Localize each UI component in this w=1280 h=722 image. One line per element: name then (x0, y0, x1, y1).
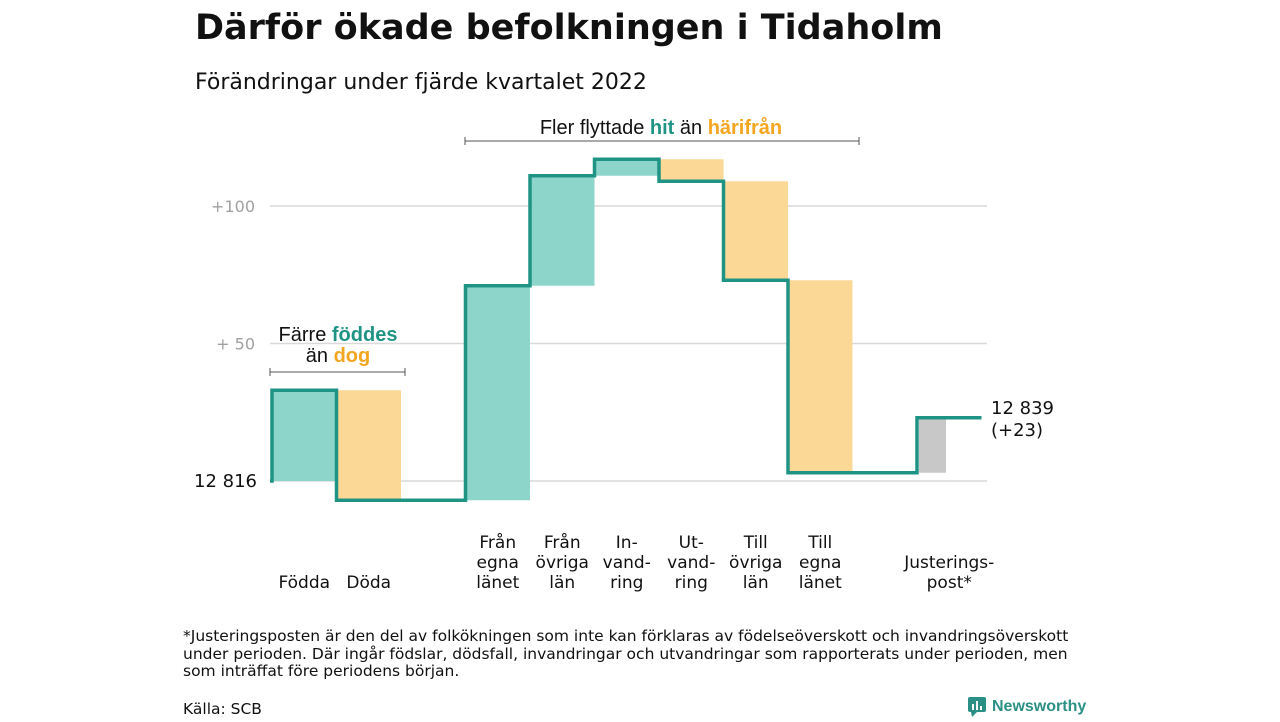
bar-In-vandring (594, 159, 659, 176)
end-value-label: 12 839 (991, 398, 1054, 419)
chart-subtitle: Förändringar under fjärde kvartalet 2022 (195, 70, 647, 95)
bar-Från egna länet (465, 285, 530, 501)
x-category-label: Döda (346, 573, 391, 593)
migration-annotation: Fler flyttade hit än härifrån (540, 116, 782, 139)
start-value-label: 12 816 (194, 471, 257, 492)
x-category-label: Justerings- (903, 553, 994, 573)
end-change-label: (+23) (991, 420, 1043, 441)
brand-logo: Newsworthy (968, 697, 1086, 717)
x-category-label: länet (799, 573, 842, 593)
x-category-label: ring (675, 573, 708, 593)
source-label: Källa: SCB (183, 700, 262, 718)
x-category-label: vand- (603, 553, 651, 573)
footnote: *Justeringsposten är den del av folkökni… (183, 627, 1069, 680)
births-annotation-line2: än dog (306, 345, 370, 367)
x-category-label: vand- (667, 553, 715, 573)
x-category-label: Födda (278, 573, 330, 593)
bar-Födda (272, 390, 337, 481)
x-category-label: Till (743, 533, 768, 553)
x-category-label: post* (927, 573, 972, 593)
chart-title: Därför ökade befolkningen i Tidaholm (195, 8, 943, 48)
x-category-label: länet (476, 573, 519, 593)
bar-Döda (336, 390, 401, 501)
cumulative-step-line (270, 157, 982, 502)
x-category-label: övriga (729, 553, 782, 573)
x-category-label: ring (610, 573, 643, 593)
x-category-label: In- (616, 533, 638, 553)
newsworthy-logo-icon (968, 697, 986, 717)
births-annotation-line1: Färre föddes (279, 324, 398, 346)
x-category-label: län (743, 573, 769, 593)
bar-Till övriga län (723, 181, 788, 281)
bar-Till egna länet (788, 280, 853, 473)
x-category-label: Från (544, 532, 581, 553)
bar-Från övriga län (530, 175, 595, 286)
x-category-label: egna (477, 553, 519, 573)
y-tick-label: + 50 (216, 335, 255, 354)
bar-Ut-vandring (659, 159, 724, 182)
x-category-label: egna (799, 553, 841, 573)
x-category-label: län (549, 573, 575, 593)
bar-Justerings-post* (919, 417, 946, 473)
x-category-label: övriga (536, 553, 589, 573)
x-category-label: Ut- (679, 533, 704, 553)
brand-name: Newsworthy (992, 698, 1087, 715)
y-tick-label: +100 (211, 197, 255, 216)
x-category-label: Till (807, 533, 832, 553)
x-category-label: Från (479, 532, 516, 553)
